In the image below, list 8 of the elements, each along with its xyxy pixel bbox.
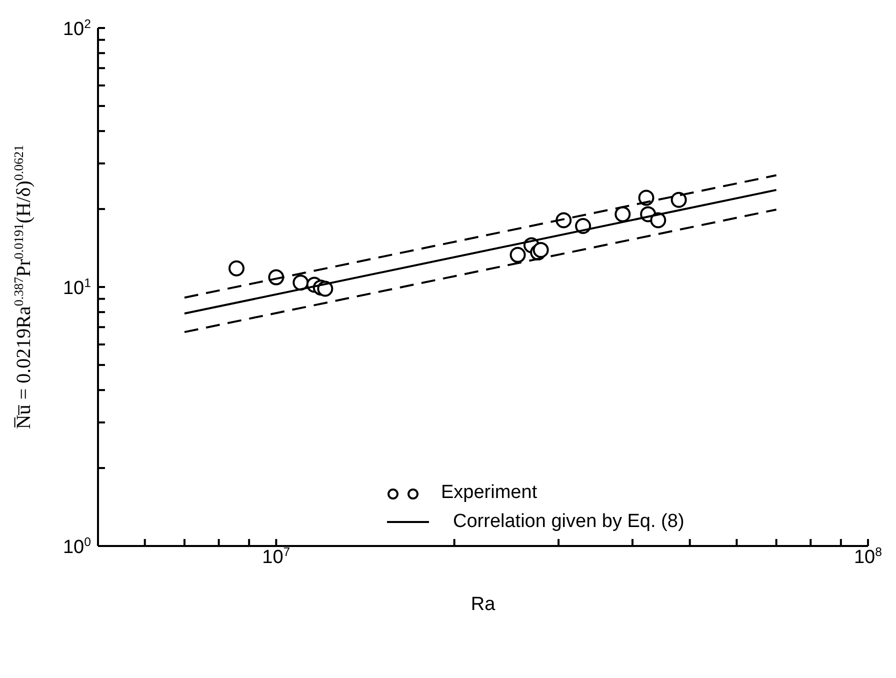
x-tick-label: 10$^{7}$ <box>262 545 290 568</box>
y-tick-label: 10$^{0}$ <box>62 535 92 558</box>
x-tick-label: 10$^{8}$ <box>854 545 882 568</box>
legend-label: Experiment <box>441 482 538 503</box>
legend-label: Correlation given by Eq. (8) <box>453 511 684 532</box>
y-tick-label: 10$^{2}$ <box>62 17 92 40</box>
x-axis-title: Ra <box>470 594 496 615</box>
y-tick-label: 10$^{1}$ <box>62 276 92 299</box>
